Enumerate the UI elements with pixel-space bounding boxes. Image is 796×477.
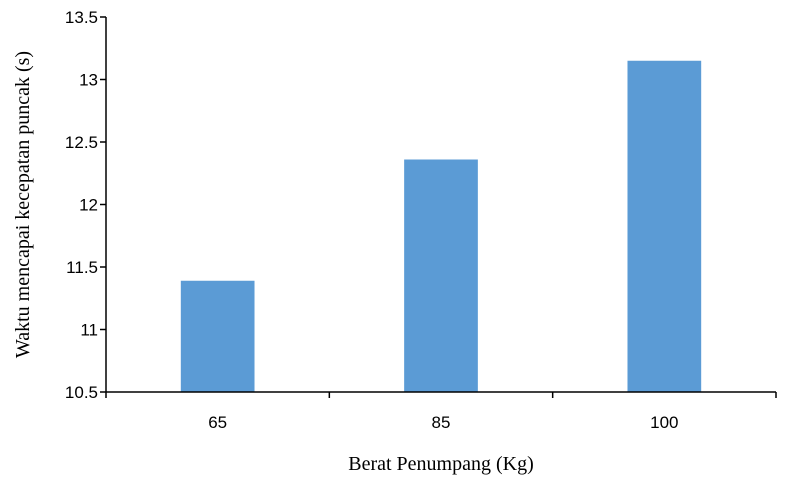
x-tick-label: 100 [650, 413, 678, 432]
x-tick-label: 65 [208, 413, 227, 432]
y-tick-label: 13.5 [65, 8, 98, 27]
x-tick-label: 85 [432, 413, 451, 432]
bar-65 [180, 280, 255, 392]
x-axis-title: Berat Penumpang (Kg) [348, 453, 534, 475]
y-axis-ticks: 10.5 11 11.5 12 12.5 13 13.5 [65, 8, 106, 402]
x-axis-ticks: 65 85 100 [105, 392, 777, 432]
bar-85 [404, 159, 478, 392]
y-tick-label: 10.5 [65, 383, 98, 402]
y-axis-title: Waktu mencapai kecepatan puncak (s) [12, 51, 34, 358]
y-tick-label: 13 [79, 71, 98, 90]
y-tick-label: 11.5 [66, 258, 98, 277]
y-tick-label: 12 [79, 196, 98, 215]
y-tick-label: 11 [80, 321, 98, 340]
bar-100 [627, 60, 702, 392]
y-tick-label: 12.5 [65, 133, 98, 152]
bar-series [180, 60, 702, 392]
